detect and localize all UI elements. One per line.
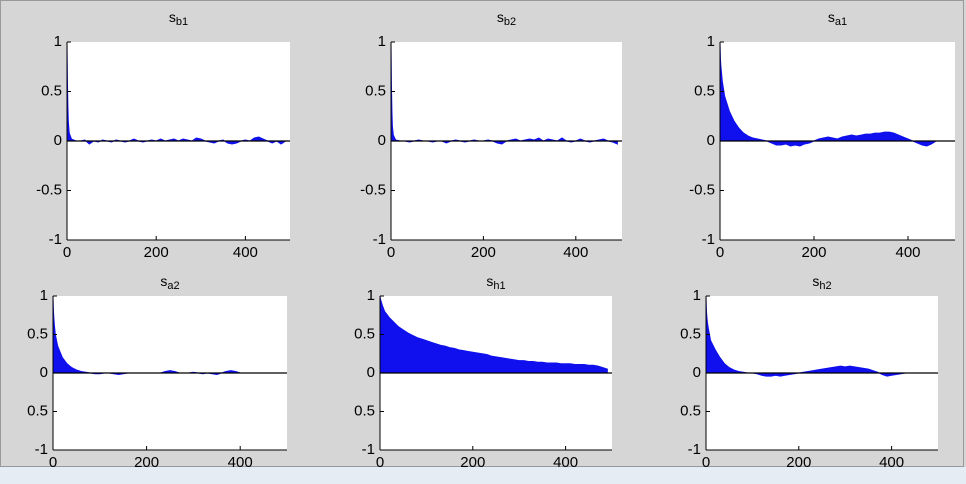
- title-main: s: [169, 9, 176, 25]
- subplot-title: sb2: [497, 9, 516, 28]
- y-tick-label: 0.5: [680, 402, 701, 419]
- y-tick-label: -1: [35, 441, 48, 458]
- x-tick-label: 0: [49, 454, 57, 471]
- y-tick-label: -1: [49, 231, 62, 248]
- x-tick-label: 400: [228, 454, 253, 471]
- x-tick-label: 0: [702, 454, 710, 471]
- title-subscript: a1: [835, 16, 847, 28]
- x-tick-label: 0: [63, 244, 71, 261]
- subplot: sa2 -1 0.5 0 0.5 1 0 200 400: [27, 273, 287, 471]
- y-tick-label: 0.5: [354, 325, 375, 342]
- x-tick-label: 200: [471, 244, 496, 261]
- y-tick-label: 0.5: [41, 82, 62, 99]
- title-main: s: [812, 273, 819, 289]
- title-subscript: b2: [504, 16, 516, 28]
- title-main: s: [486, 273, 493, 289]
- y-tick-label: 0.5: [680, 325, 701, 342]
- acf-area: [379, 295, 608, 374]
- title-main: s: [497, 9, 504, 25]
- x-tick-label: 0: [716, 244, 724, 261]
- y-tick-label: 0: [707, 132, 715, 149]
- y-tick-label: 1: [367, 287, 375, 304]
- y-tick-label: 0.5: [354, 402, 375, 419]
- subplot: sb2 -1 -0.5 0 0.5 1 0 200 400: [360, 9, 622, 261]
- x-tick-label: 200: [460, 454, 485, 471]
- y-tick-label: 1: [40, 287, 48, 304]
- y-tick-label: -1: [373, 231, 386, 248]
- x-tick-label: 0: [376, 454, 384, 471]
- y-tick-label: -1: [702, 231, 715, 248]
- acf-area: [705, 295, 934, 377]
- y-tick-label: 0: [54, 132, 62, 149]
- title-subscript: a2: [167, 280, 179, 292]
- subplot-title: sh2: [812, 273, 831, 292]
- x-tick-label: 400: [233, 244, 258, 261]
- y-tick-label: -1: [362, 441, 375, 458]
- y-tick-label: 1: [378, 33, 386, 50]
- y-tick-label: 1: [693, 287, 701, 304]
- x-tick-label: 0: [387, 244, 395, 261]
- title-subscript: h2: [819, 280, 831, 292]
- subplot-title: sb1: [169, 9, 188, 28]
- subplot-title: sa1: [828, 9, 847, 28]
- subplot-title: sa2: [160, 273, 179, 292]
- x-tick-label: 200: [786, 454, 811, 471]
- x-tick-label: 400: [553, 454, 578, 471]
- title-subscript: b1: [176, 16, 188, 28]
- title-main: s: [160, 273, 167, 289]
- title-main: s: [828, 9, 835, 25]
- y-tick-label: 0.5: [27, 402, 48, 419]
- title-subscript: h1: [493, 280, 505, 292]
- y-tick-label: 0: [378, 132, 386, 149]
- y-tick-label: -1: [688, 441, 701, 458]
- subplot-title: sh1: [486, 273, 505, 292]
- x-tick-label: 200: [801, 244, 826, 261]
- y-tick-label: -0.5: [360, 181, 386, 198]
- figure-border: [0, 0, 964, 467]
- x-tick-label: 200: [134, 454, 159, 471]
- subplot: sh2 -1 0.5 0 0.5 1 0 200 400: [680, 273, 938, 471]
- x-tick-label: 400: [895, 244, 920, 261]
- subplot: sa1 -1 -0.5 0 0.5 1 0 200 400: [689, 9, 955, 261]
- y-tick-label: 1: [707, 33, 715, 50]
- x-tick-label: 400: [879, 454, 904, 471]
- x-tick-label: 400: [563, 244, 588, 261]
- acf-area: [390, 41, 618, 145]
- subplot: sb1 -1 -0.5 0 0.5 1 0 200 400: [36, 9, 290, 261]
- y-tick-label: 0.5: [365, 82, 386, 99]
- y-tick-label: 0: [693, 364, 701, 381]
- y-tick-label: 0: [40, 364, 48, 381]
- y-tick-label: 1: [54, 33, 62, 50]
- y-tick-label: 0: [367, 364, 375, 381]
- y-tick-label: 0.5: [694, 82, 715, 99]
- status-strip: [0, 467, 966, 484]
- subplot: sh1 -1 0.5 0 0.5 1 0 200 400: [354, 273, 612, 471]
- y-tick-label: -0.5: [36, 181, 62, 198]
- x-tick-label: 200: [144, 244, 169, 261]
- y-tick-label: -0.5: [689, 181, 715, 198]
- y-tick-label: 0.5: [27, 325, 48, 342]
